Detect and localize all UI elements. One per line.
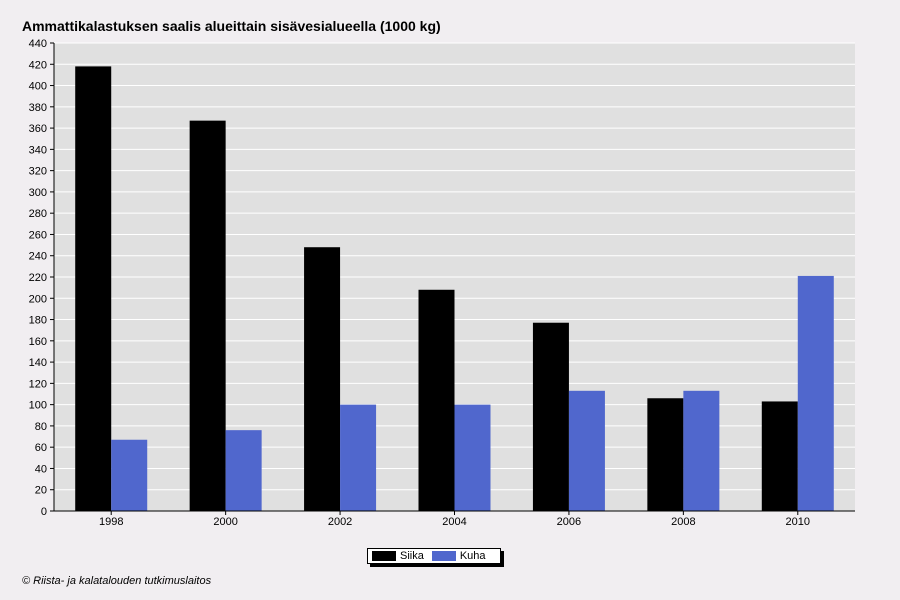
y-tick-label: 200	[29, 293, 47, 305]
y-tick-label: 260	[29, 229, 47, 241]
bar-kuha-2002	[340, 404, 377, 511]
bar-kuha-2004	[454, 404, 491, 511]
y-tick-label: 20	[35, 485, 47, 497]
x-tick-label: 2008	[671, 516, 695, 528]
y-tick-label: 120	[29, 378, 47, 390]
x-tick-label: 2006	[557, 516, 581, 528]
bar-kuha-2006	[568, 390, 605, 511]
legend-label-siika: Siika	[400, 550, 424, 562]
y-tick-label: 180	[29, 315, 47, 327]
bar-kuha-2010	[797, 275, 834, 511]
legend-swatch-kuha	[431, 551, 456, 561]
bar-siika-2002	[304, 247, 341, 511]
bar-kuha-2008	[683, 390, 720, 511]
y-tick-label: 0	[41, 506, 47, 518]
bars	[75, 66, 834, 512]
x-tick-label: 2000	[213, 516, 237, 528]
legend-item-siika: Siika	[372, 550, 424, 562]
x-tick-label: 2004	[442, 516, 466, 528]
legend: Siika Kuha	[367, 548, 501, 564]
x-tick-label: 2010	[786, 516, 810, 528]
y-tick-label: 320	[29, 166, 47, 178]
y-axis: 0 20 40 60 80 100 120 140 160 180 200 220 240 260 280 3…	[29, 38, 55, 518]
y-tick-label: 40	[35, 463, 47, 475]
bar-kuha-1998	[111, 439, 148, 511]
bar-siika-2006	[532, 322, 569, 511]
bar-kuha-2000	[225, 430, 262, 511]
bar-siika-2004	[418, 289, 455, 511]
x-tick-label: 2002	[328, 516, 352, 528]
chart-title: Ammattikalastuksen saalis alueittain sis…	[22, 18, 441, 34]
y-tick-label: 160	[29, 336, 47, 348]
bar-siika-2008	[647, 398, 684, 511]
y-tick-label: 340	[29, 144, 47, 156]
y-tick-label: 140	[29, 357, 47, 369]
legend-label-kuha: Kuha	[459, 550, 486, 562]
y-tick-label: 300	[29, 187, 47, 199]
legend-item-kuha: Kuha	[431, 550, 486, 562]
y-tick-label: 60	[35, 442, 47, 454]
y-tick-label: 400	[29, 81, 47, 93]
bar-siika-2000	[189, 120, 226, 512]
y-tick-label: 80	[35, 421, 47, 433]
y-tick-label: 280	[29, 208, 47, 220]
y-tick-label: 100	[29, 400, 47, 412]
y-tick-label: 440	[29, 38, 47, 50]
bar-siika-1998	[75, 66, 112, 512]
y-tick-label: 220	[29, 272, 47, 284]
x-axis: 1998 2000 2002 2004 2006 2008 2010	[54, 510, 855, 528]
copyright-text: © Riista- ja kalatalouden tutkimuslaitos	[22, 575, 212, 587]
y-tick-label: 420	[29, 59, 47, 71]
bar-siika-2010	[761, 401, 798, 511]
y-tick-label: 380	[29, 102, 47, 114]
x-tick-label: 1998	[99, 516, 123, 528]
y-tick-label: 240	[29, 251, 47, 263]
y-tick-label: 360	[29, 123, 47, 135]
legend-swatch-siika	[372, 551, 396, 561]
